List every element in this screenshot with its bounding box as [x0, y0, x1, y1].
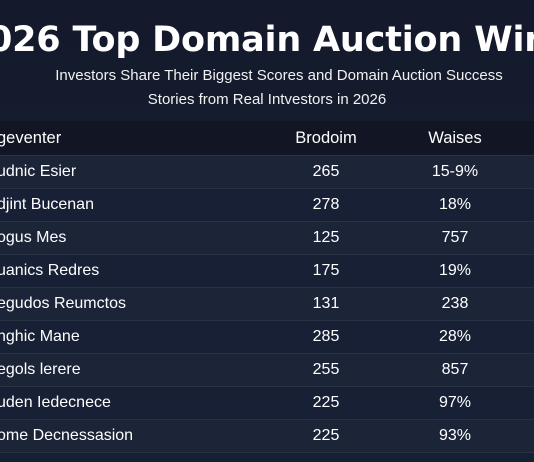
- row-name-cell: udnic Esier: [0, 163, 77, 180]
- row-count-cell: 125: [312, 229, 340, 246]
- row-rate-cell: 93%: [438, 427, 472, 444]
- row-name-cell: djint Bucenan: [0, 196, 94, 213]
- row-count-cell: 278: [312, 196, 340, 213]
- column-header-count: Brodoim: [295, 128, 357, 147]
- table-row: ogus Mes 125 757: [0, 222, 534, 255]
- row-rate-cell: 15-9%: [431, 163, 479, 180]
- column-header-rate: Waises: [428, 128, 482, 147]
- row-rate-cell: 18%: [438, 196, 472, 213]
- row-name-cell: uanics Redres: [0, 262, 100, 279]
- results-table: geventer Brodoim Waises udnic Esier 265 …: [0, 121, 534, 453]
- row-rate-cell: 97%: [438, 394, 472, 411]
- row-count-cell: 175: [312, 262, 340, 279]
- table-row: nghic Mane 285 28%: [0, 321, 534, 354]
- row-count-cell: 265: [312, 163, 340, 180]
- subtitle-line-2: Stories from Real Intvestors in 2026: [147, 91, 387, 108]
- row-name-cell: ome Decnessasion: [0, 427, 134, 444]
- row-name-cell: egudos Reumctos: [0, 295, 126, 312]
- row-rate-cell: 757: [441, 229, 469, 246]
- row-name-cell: ogus Mes: [0, 229, 67, 246]
- row-rate-cell: 28%: [438, 328, 472, 345]
- table-row: ome Decnessasion 225 93%: [0, 420, 534, 453]
- column-header-name: geventer: [0, 128, 62, 147]
- row-count-cell: 255: [312, 361, 340, 378]
- row-name-cell: uden Iedecnece: [0, 394, 111, 411]
- table-row: djint Bucenan 278 18%: [0, 189, 534, 222]
- row-count-cell: 131: [312, 295, 340, 312]
- row-name-cell: egols lerere: [0, 361, 81, 378]
- row-count-cell: 225: [312, 394, 340, 411]
- table-header-row: geventer Brodoim Waises: [0, 121, 534, 156]
- table-row: uden Iedecnece 225 97%: [0, 387, 534, 420]
- row-count-cell: 225: [312, 427, 340, 444]
- row-rate-cell: 857: [441, 361, 469, 378]
- table-row: egols lerere 255 857: [0, 354, 534, 387]
- row-rate-cell: 238: [441, 295, 469, 312]
- row-count-cell: 285: [312, 328, 340, 345]
- table-row: uanics Redres 175 19%: [0, 255, 534, 288]
- table-row: udnic Esier 265 15-9%: [0, 156, 534, 189]
- subtitle-line-1: Investors Share Their Biggest Scores and…: [55, 67, 503, 84]
- row-rate-cell: 19%: [438, 262, 472, 279]
- page-subtitle: Investors Share Their Biggest Scores and…: [0, 64, 534, 112]
- page-title: 026 Top Domain Auction Win: [0, 20, 534, 60]
- table-row: egudos Reumctos 131 238: [0, 288, 534, 321]
- row-name-cell: nghic Mane: [0, 328, 80, 345]
